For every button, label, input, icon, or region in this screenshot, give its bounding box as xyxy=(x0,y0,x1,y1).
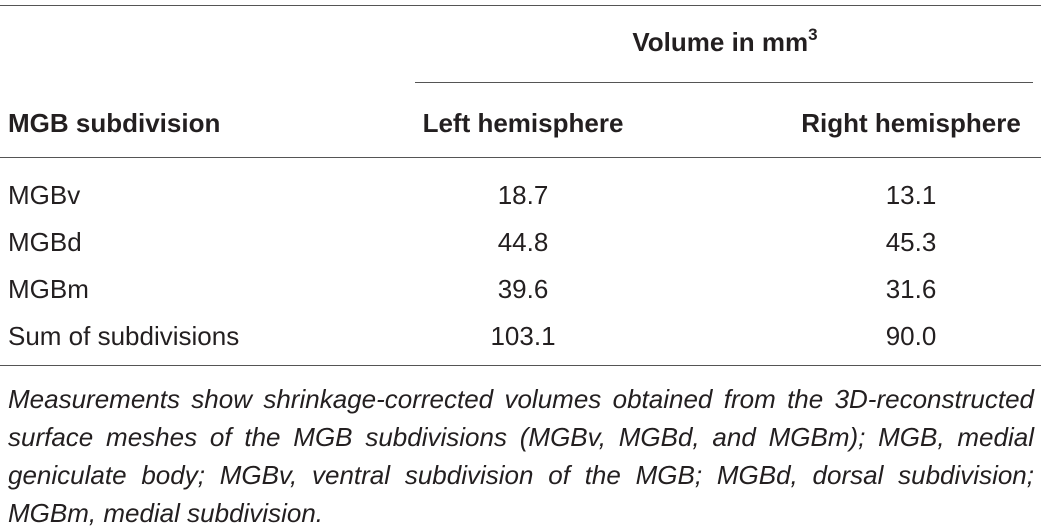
top-rule xyxy=(0,5,1041,6)
cell-value: 44.8 xyxy=(497,227,549,257)
column-header: MGB subdivision xyxy=(8,108,221,138)
cell-value: 45.3 xyxy=(885,227,937,257)
footnote: Measurements show shrinkage-corrected vo… xyxy=(8,384,1034,528)
cell-value: 39.6 xyxy=(497,274,549,304)
row-label: MGBv xyxy=(8,180,81,210)
row-label: Sum of subdivisions xyxy=(8,321,240,351)
row-label: MGBd xyxy=(8,227,82,257)
row-label: MGBm xyxy=(8,274,89,304)
bottom-rule xyxy=(0,365,1041,366)
cell-value: 13.1 xyxy=(885,180,937,210)
cell-value: 18.7 xyxy=(497,180,549,210)
cell-value: 90.0 xyxy=(885,321,937,351)
column-header: Left hemisphere xyxy=(422,108,624,138)
cell-value: 103.1 xyxy=(490,321,556,351)
superscript: 3 xyxy=(808,25,818,44)
group-rule xyxy=(415,82,1033,83)
group-header: Volume in mm3 xyxy=(632,25,818,57)
header-rule xyxy=(0,157,1041,158)
column-header: Right hemisphere xyxy=(801,108,1021,138)
cell-value: 31.6 xyxy=(885,274,937,304)
group-header-text: Volume in mm xyxy=(632,27,809,57)
